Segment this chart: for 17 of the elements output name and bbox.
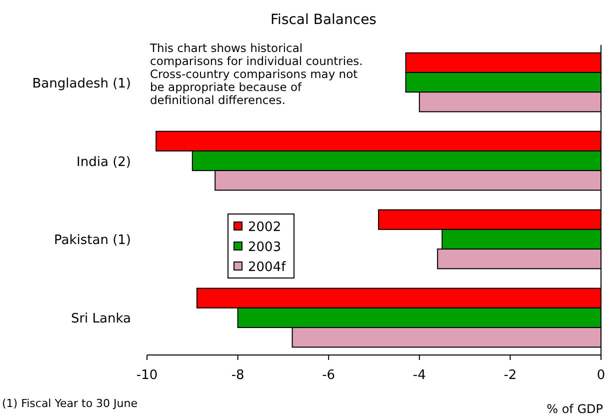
annotation: This chart shows historical comparisons for individual countries. Cross-country comparisons may not be appropriate because of definitional differences.	[149, 41, 363, 107]
text: (1) Fiscal Year to 30 June	[2, 397, 138, 410]
legend-label: 2003	[248, 240, 282, 255]
x-tick-label: -10	[136, 368, 158, 383]
y-tick-label: Sri Lanka	[70, 312, 131, 327]
chart-title: Fiscal Balances	[270, 12, 376, 28]
y-tick-label: Bangladesh (1)	[32, 76, 131, 92]
y-tick-label: Pakistan (1)	[54, 233, 131, 248]
x-axis-title: % of GDP	[546, 402, 603, 416]
x-tick-label: -4	[412, 368, 426, 383]
legend-label: 2004f	[248, 260, 286, 275]
x-tick-label: -2	[504, 368, 517, 383]
legend-label: 2002	[248, 220, 282, 235]
y-tick-label: India (2)	[76, 154, 131, 170]
x-tick-label: -8	[231, 368, 244, 383]
x-tick-label: 0	[596, 368, 606, 383]
x-tick-label: -6	[322, 368, 336, 383]
